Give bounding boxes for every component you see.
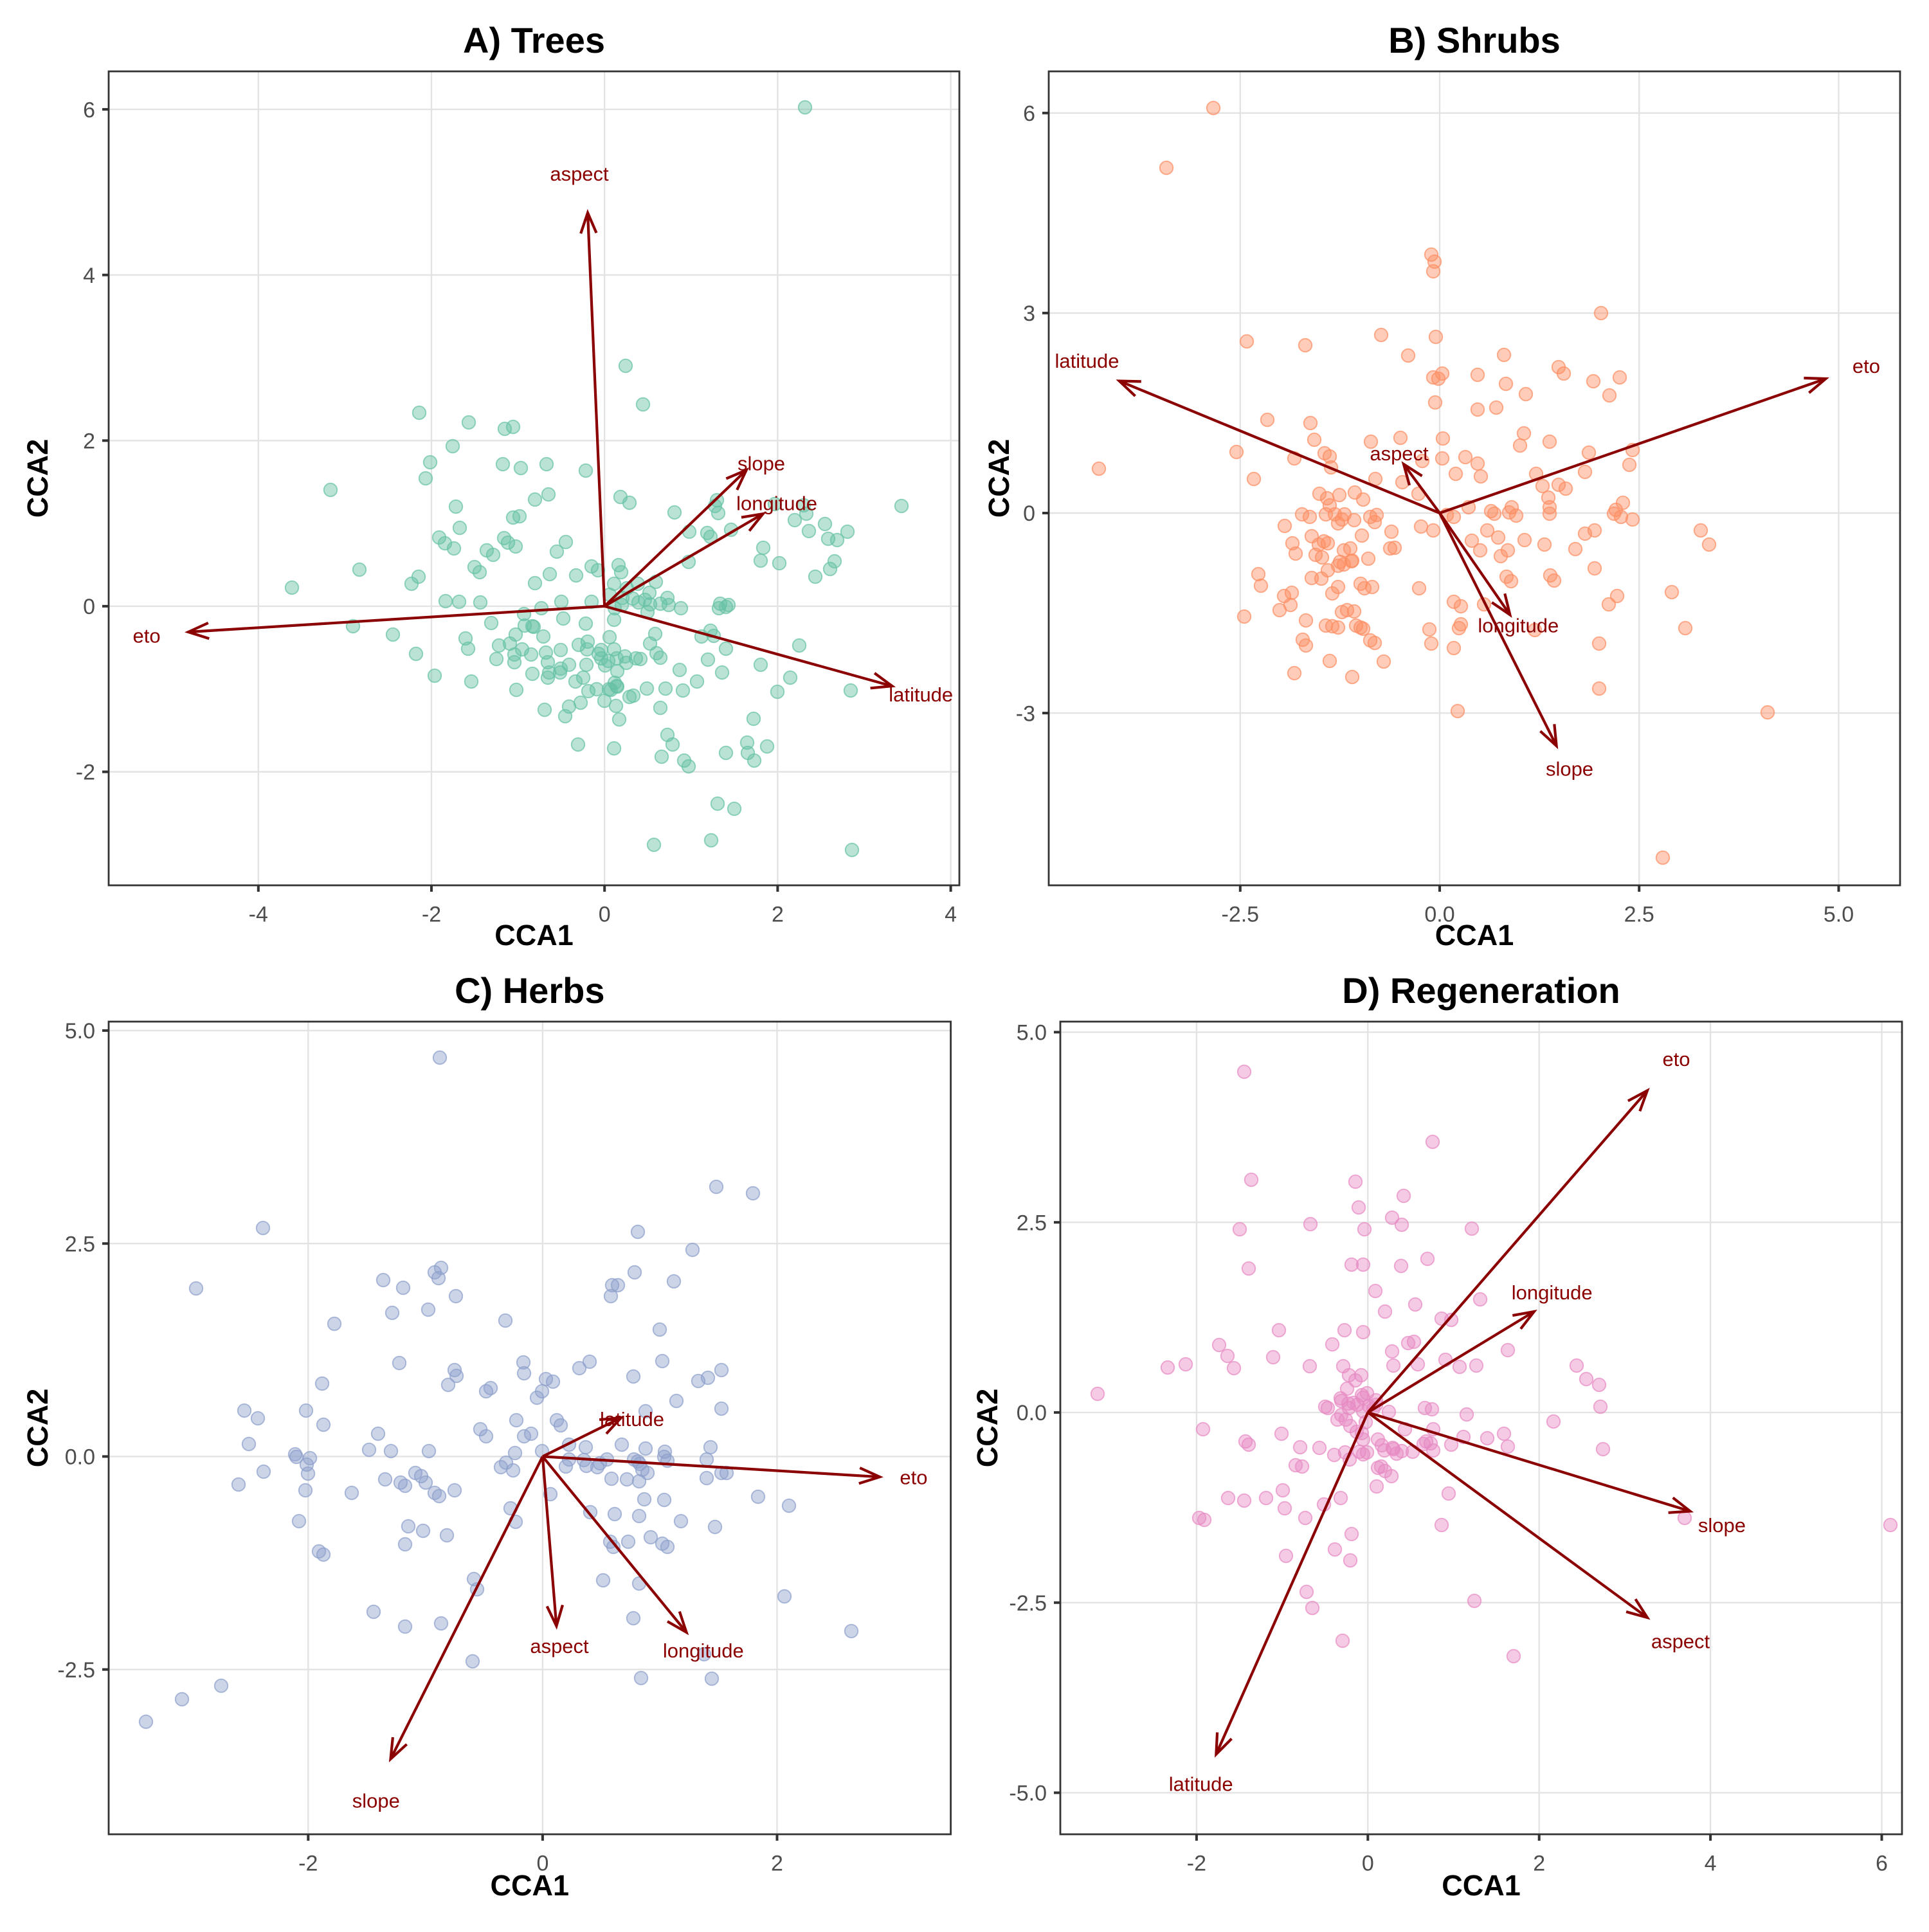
svg-text:A) Trees: A) Trees: [463, 20, 605, 60]
svg-text:2: 2: [1533, 1852, 1545, 1876]
svg-text:C) Herbs: C) Herbs: [455, 970, 604, 1011]
svg-text:-2.5: -2.5: [1009, 1591, 1047, 1616]
svg-text:CCA2: CCA2: [971, 1389, 1004, 1468]
svg-text:0.0: 0.0: [65, 1445, 95, 1470]
svg-text:slope: slope: [352, 1790, 400, 1812]
svg-text:eto: eto: [1852, 355, 1880, 377]
svg-text:eto: eto: [133, 624, 161, 647]
svg-text:2: 2: [83, 429, 95, 454]
svg-text:aspect: aspect: [550, 163, 609, 185]
svg-text:0.0: 0.0: [1424, 903, 1454, 927]
svg-text:-2: -2: [298, 1852, 318, 1876]
svg-text:CCA2: CCA2: [983, 439, 1015, 518]
svg-text:2: 2: [771, 1852, 783, 1876]
svg-text:slope: slope: [1698, 1514, 1746, 1537]
svg-text:0: 0: [1362, 1852, 1374, 1876]
svg-text:eto: eto: [1662, 1048, 1690, 1070]
svg-text:5.0: 5.0: [65, 1019, 95, 1043]
svg-text:latitude: latitude: [600, 1408, 664, 1431]
svg-text:2.5: 2.5: [65, 1232, 95, 1256]
svg-text:-2.5: -2.5: [57, 1658, 95, 1683]
svg-text:CCA1: CCA1: [1435, 919, 1514, 952]
svg-text:CCA2: CCA2: [21, 1389, 54, 1468]
svg-text:longitude: longitude: [736, 492, 817, 514]
svg-text:aspect: aspect: [530, 1635, 589, 1657]
svg-text:4: 4: [1705, 1852, 1717, 1876]
svg-text:0: 0: [83, 595, 95, 619]
svg-text:5.0: 5.0: [1017, 1021, 1047, 1045]
svg-text:-4: -4: [249, 903, 268, 927]
svg-text:4: 4: [83, 264, 95, 288]
svg-text:aspect: aspect: [1651, 1630, 1710, 1653]
svg-text:longitude: longitude: [1478, 614, 1559, 636]
svg-text:latitude: latitude: [1055, 350, 1119, 372]
svg-text:-2: -2: [422, 903, 441, 927]
svg-text:D) Regeneration: D) Regeneration: [1342, 970, 1620, 1011]
svg-text:longitude: longitude: [663, 1639, 744, 1662]
svg-text:slope: slope: [738, 453, 785, 475]
svg-text:-5.0: -5.0: [1009, 1782, 1047, 1806]
svg-text:0: 0: [599, 903, 611, 927]
svg-text:2: 2: [772, 903, 784, 927]
svg-text:-2: -2: [76, 761, 95, 785]
svg-text:-3: -3: [1016, 701, 1035, 726]
svg-text:0: 0: [1023, 501, 1035, 526]
svg-text:-2: -2: [1187, 1852, 1206, 1876]
svg-text:CCA1: CCA1: [1442, 1869, 1521, 1902]
svg-text:CCA1: CCA1: [491, 1869, 570, 1902]
svg-text:2.5: 2.5: [1624, 903, 1654, 927]
svg-text:slope: slope: [1546, 758, 1593, 781]
svg-text:0: 0: [536, 1852, 548, 1876]
svg-text:0.0: 0.0: [1017, 1401, 1047, 1425]
svg-text:5.0: 5.0: [1824, 903, 1854, 927]
svg-text:latitude: latitude: [889, 683, 953, 706]
svg-text:4: 4: [945, 903, 957, 927]
svg-text:3: 3: [1023, 302, 1035, 326]
svg-text:aspect: aspect: [1370, 442, 1429, 465]
svg-text:2.5: 2.5: [1017, 1211, 1047, 1235]
svg-text:CCA2: CCA2: [21, 439, 54, 518]
svg-text:B) Shrubs: B) Shrubs: [1388, 20, 1561, 60]
svg-text:CCA1: CCA1: [494, 919, 574, 952]
svg-text:longitude: longitude: [1512, 1281, 1593, 1304]
svg-text:latitude: latitude: [1169, 1773, 1233, 1796]
svg-text:6: 6: [1023, 102, 1035, 126]
svg-text:eto: eto: [900, 1466, 927, 1488]
svg-text:6: 6: [83, 98, 95, 122]
svg-text:6: 6: [1876, 1852, 1888, 1876]
svg-text:-2.5: -2.5: [1222, 903, 1260, 927]
